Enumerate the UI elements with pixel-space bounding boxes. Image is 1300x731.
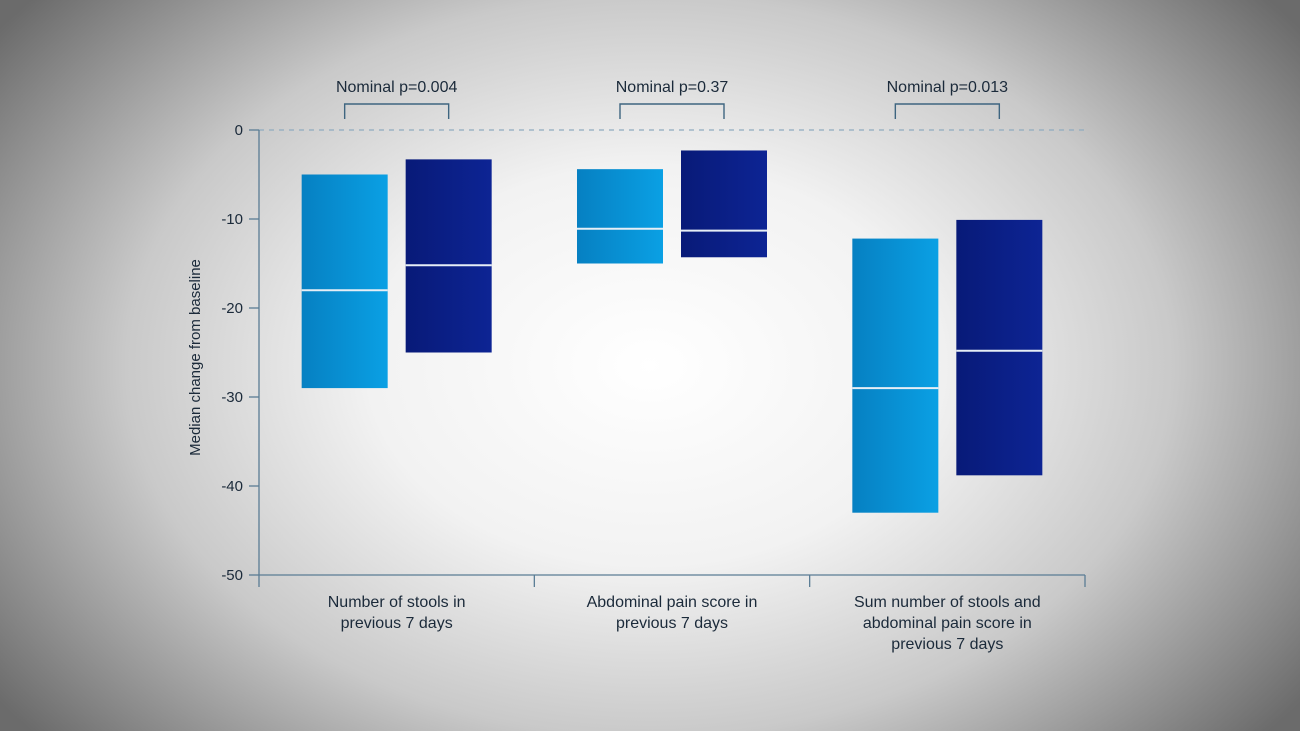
y-tick-label: 0 [235,122,243,139]
p-value-label: Nominal p=0.013 [887,79,1009,96]
category-label: previous 7 days [616,615,728,632]
category-label: Sum number of stools and [854,594,1041,611]
p-value-label: Nominal p=0.004 [336,79,458,96]
range-bar [405,159,492,353]
p-value-bracket [619,103,725,119]
y-tick-label: -20 [221,300,243,317]
category-label: previous 7 days [341,615,453,632]
y-tick-label: -50 [221,567,243,584]
category-label: Number of stools in [328,594,466,611]
range-bar [681,150,767,258]
range-bar [852,238,939,513]
range-bar [577,169,663,264]
y-tick-label: -40 [221,478,243,495]
labels: 0 -10 -20 -30 -40 -50 Median change from basel… [187,79,1041,653]
p-value-bracket [343,103,450,119]
range-bar [956,219,1043,476]
bars [301,150,1043,513]
category-label: previous 7 days [891,636,1003,653]
p-value-bracket [894,103,1001,119]
axes [249,103,1086,587]
category-label: Abdominal pain score in [587,594,758,611]
p-value-label: Nominal p=0.37 [616,79,729,96]
range-bar [301,174,388,389]
y-tick-label: -30 [221,389,243,406]
category-label: abdominal pain score in [863,615,1032,632]
y-axis-title: Median change from baseline [187,259,204,456]
y-tick-label: -10 [221,211,243,228]
